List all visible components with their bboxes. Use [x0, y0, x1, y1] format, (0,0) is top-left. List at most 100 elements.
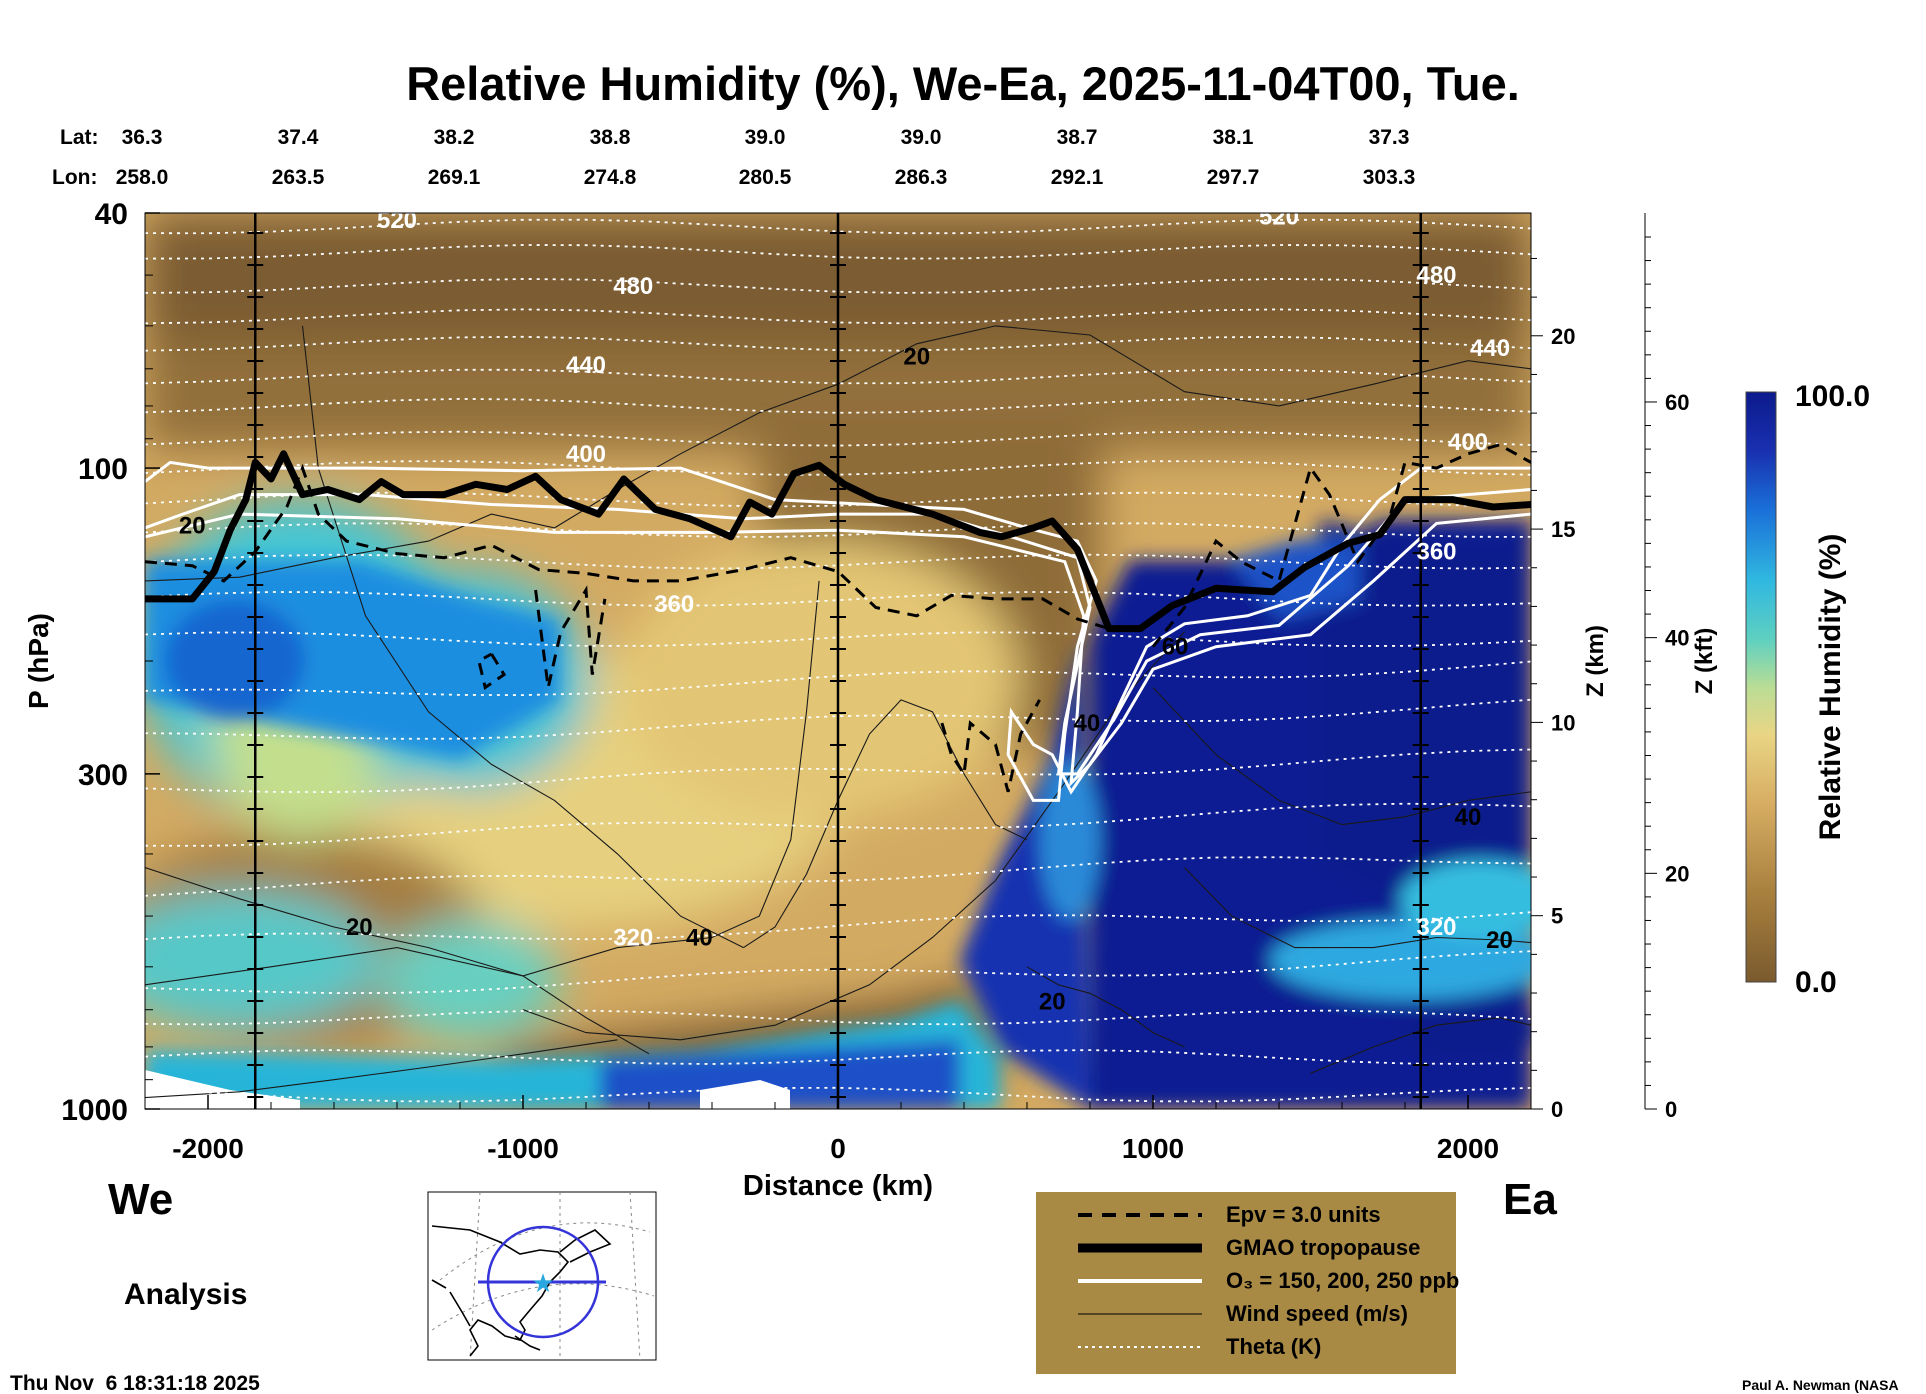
theta-label: 440	[1470, 335, 1510, 362]
epv-contours	[145, 443, 1531, 793]
analysis-label: Analysis	[124, 1278, 247, 1311]
epv-contour	[534, 585, 607, 688]
theta-label: 480	[1416, 262, 1456, 289]
y-axis-label: P (hPa)	[23, 613, 54, 709]
vertical-markers	[247, 213, 1429, 1109]
y-tick-label: 300	[78, 759, 128, 792]
wind-contour	[1026, 966, 1185, 1048]
theta-label: 320	[613, 924, 653, 951]
wind-contour	[522, 631, 1185, 1041]
z-km-label: Z (km)	[1582, 625, 1609, 697]
z-kft-tick-label: 40	[1665, 626, 1689, 651]
lon-label: Lon:	[52, 166, 97, 189]
ozone-contour	[145, 460, 1531, 802]
theta-label: 520	[1259, 203, 1299, 230]
wind-speed-contours	[145, 325, 1531, 1099]
theta-label: 320	[1416, 914, 1456, 941]
wind-label: 20	[179, 513, 206, 540]
lat-value: 37.4	[278, 126, 319, 149]
theta-label: 360	[654, 591, 694, 618]
map-center-star-icon: ★	[531, 1268, 554, 1298]
epv-contour	[1151, 443, 1531, 648]
theta-label: 400	[566, 441, 606, 468]
lat-value: 38.1	[1213, 126, 1254, 149]
lat-value: 38.8	[590, 126, 631, 149]
wind-contour	[1310, 1017, 1531, 1074]
x-axis-label: Distance (km)	[743, 1170, 933, 1202]
wind-contour	[145, 866, 650, 1055]
legend-label: Epv = 3.0 units	[1226, 1202, 1381, 1227]
epv-contour	[145, 463, 1110, 631]
lon-value: 292.1	[1051, 166, 1104, 189]
x-tick-label: -2000	[172, 1133, 244, 1164]
wind-contour	[1184, 867, 1531, 949]
timestamp: Thu Nov 6 18:31:18 2025	[10, 1372, 260, 1394]
x-tick-label: 0	[830, 1133, 846, 1164]
theta-label: 400	[1448, 429, 1488, 456]
legend-label: Theta (K)	[1226, 1334, 1321, 1359]
theta-label: 360	[1416, 539, 1456, 566]
z-km-tick-label: 15	[1551, 517, 1575, 542]
z-km-tick-label: 5	[1551, 904, 1563, 929]
colorbar-gradient	[1745, 391, 1777, 983]
wind-contour	[145, 580, 820, 986]
z-km-axis: 0 5 10 15 20	[1530, 213, 1575, 1122]
lon-value: 297.7	[1207, 166, 1260, 189]
z-kft-tick-label: 20	[1665, 861, 1689, 886]
lat-value: 39.0	[745, 126, 786, 149]
lat-value: 38.2	[434, 126, 475, 149]
colorbar: 100.0 0.0 Relative Humidity (%)	[1745, 380, 1870, 999]
ozone-contours	[145, 460, 1531, 802]
lat-value: 39.0	[901, 126, 942, 149]
lon-value: 303.3	[1363, 166, 1416, 189]
lon-value: 269.1	[428, 166, 481, 189]
credit: Paul A. Newman (NASA	[1742, 1377, 1899, 1393]
wind-contour	[743, 699, 1028, 949]
y-tick-label: 40	[95, 198, 128, 231]
wind-contour	[1152, 687, 1531, 826]
legend-label: Wind speed (m/s)	[1226, 1301, 1408, 1326]
wind-label: 20	[903, 344, 930, 371]
lon-value: 258.0	[116, 166, 169, 189]
epv-contour	[477, 652, 507, 690]
map-coastlines	[431, 1225, 612, 1357]
theta-label: 520	[377, 207, 417, 234]
wind-contour	[145, 1039, 618, 1099]
wind-label: 20	[1039, 989, 1066, 1016]
lat-value: 38.7	[1057, 126, 1098, 149]
z-kft-axis: 0 20 40 60	[1644, 213, 1689, 1122]
ozone-contour	[145, 512, 1531, 787]
z-kft-tick-label: 0	[1665, 1097, 1677, 1122]
z-km-tick-label: 20	[1551, 324, 1575, 349]
legend-label: O₃ = 150, 200, 250 ppb	[1226, 1268, 1459, 1293]
wind-label: 40	[1455, 804, 1482, 831]
colorbar-min-label: 0.0	[1795, 966, 1837, 999]
lat-label: Lat:	[60, 126, 99, 149]
y-tick-label: 1000	[61, 1094, 128, 1127]
lon-value: 280.5	[739, 166, 792, 189]
x-tick-label: 1000	[1122, 1133, 1184, 1164]
locator-map-frame	[427, 1191, 657, 1361]
chart-title: Relative Humidity (%), We-Ea, 2025-11-04…	[406, 57, 1520, 110]
locator-map: ★	[427, 1191, 657, 1361]
lon-value: 286.3	[895, 166, 948, 189]
rh-heatmap	[145, 213, 1531, 1109]
wind-label: 60	[1162, 634, 1189, 661]
east-label: Ea	[1503, 1175, 1557, 1224]
z-km-tick-label: 10	[1551, 710, 1575, 735]
lon-value: 274.8	[584, 166, 637, 189]
ozone-contour	[145, 488, 1531, 776]
colorbar-max-label: 100.0	[1795, 380, 1870, 413]
x-tick-label: 2000	[1437, 1133, 1499, 1164]
wind-label: 40	[1073, 710, 1100, 737]
z-kft-tick-label: 60	[1665, 390, 1689, 415]
wind-label: 40	[686, 924, 713, 951]
theta-label: 480	[613, 273, 653, 300]
theta-label: 440	[566, 352, 606, 379]
legend-label: GMAO tropopause	[1226, 1235, 1420, 1260]
lat-lon-header: Lat: Lon: 36.3 37.4 38.2 38.8 39.0 39.0 38.7 38.1…	[52, 126, 1415, 189]
west-label: We	[108, 1175, 173, 1224]
y-tick-label: 100	[78, 453, 128, 486]
lat-value: 36.3	[122, 126, 163, 149]
z-kft-label: Z (kft)	[1691, 628, 1718, 695]
